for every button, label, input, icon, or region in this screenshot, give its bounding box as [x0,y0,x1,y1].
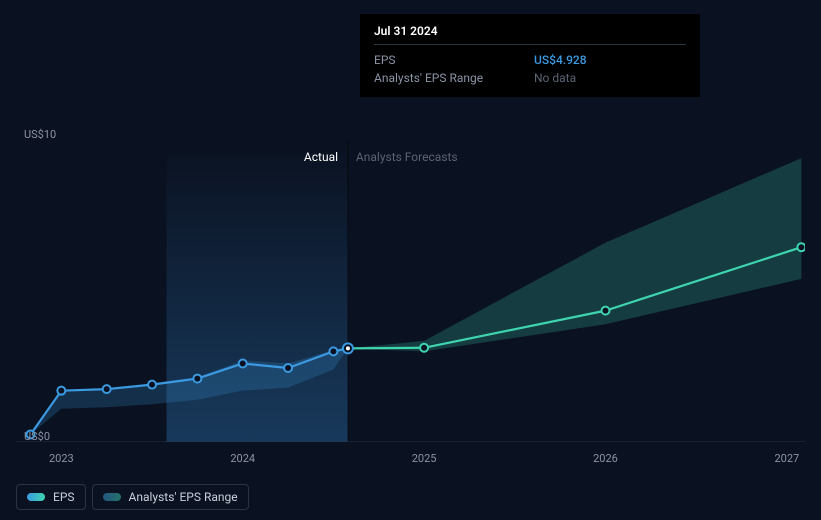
tooltip-key: Analysts' EPS Range [374,71,494,85]
tooltip-value: US$4.928 [534,53,587,67]
legend-item[interactable]: EPS [16,484,86,510]
tooltip-value: No data [534,71,576,85]
x-axis-label: 2027 [774,452,799,465]
region-label-actual: Actual [304,150,338,164]
tooltip-rows: EPS US$4.928 Analysts' EPS Range No data [374,51,686,87]
tooltip-row: Analysts' EPS Range No data [374,69,686,87]
tooltip-date: Jul 31 2024 [374,24,686,45]
x-axis-label: 2025 [412,452,437,465]
legend-label: EPS [53,490,75,504]
chart-tooltip: Jul 31 2024 EPS US$4.928 Analysts' EPS Ran… [360,14,700,97]
chart-svg [16,140,805,442]
chart-legend: EPS Analysts' EPS Range [16,484,249,510]
legend-swatch [103,493,121,501]
x-axis-label: 2023 [49,452,74,465]
x-axis-label: 2024 [230,452,255,465]
y-axis-label: US$10 [24,128,56,141]
legend-swatch [27,493,45,501]
x-axis-label: 2026 [593,452,618,465]
legend-label: Analysts' EPS Range [129,490,238,504]
tooltip-row: EPS US$4.928 [374,51,686,69]
region-label-forecast: Analysts Forecasts [356,150,458,164]
eps-chart[interactable]: US$0US$1020232024202520262027ActualAnaly… [16,140,805,442]
legend-item[interactable]: Analysts' EPS Range [92,484,249,510]
y-axis-label: US$0 [24,430,50,443]
tooltip-key: EPS [374,53,494,67]
